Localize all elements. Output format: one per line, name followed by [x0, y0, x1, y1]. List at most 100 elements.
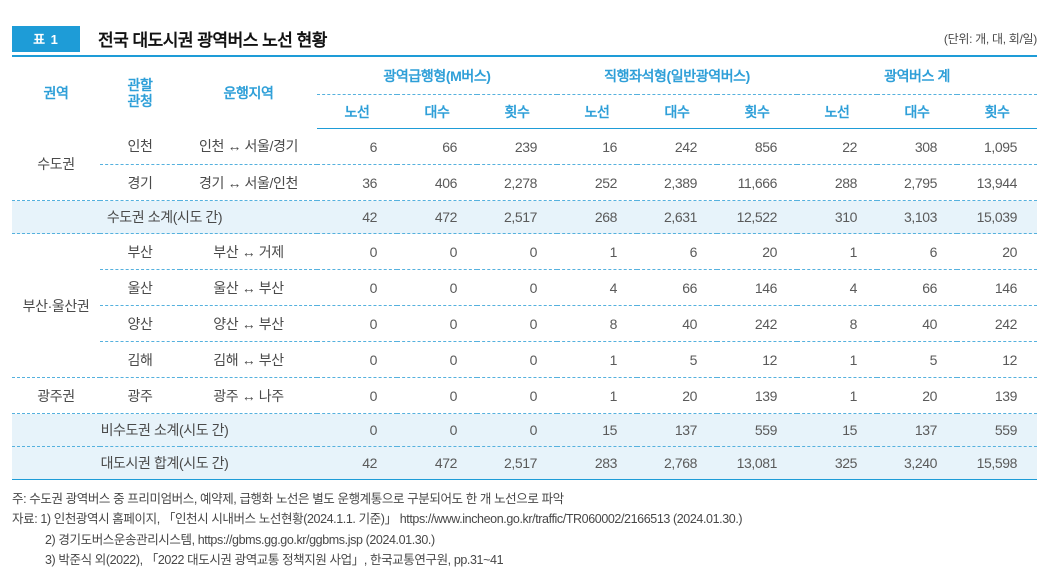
subcol-vehicles: 대수	[877, 94, 958, 129]
value-cell: 559	[957, 413, 1038, 447]
value-cell: 310	[797, 200, 878, 234]
value-cell: 239	[514, 138, 538, 155]
subtotal-label: 수도권 소계(시도 간)	[12, 200, 317, 234]
value-cell: 242	[717, 305, 798, 342]
value-cell: 472	[397, 446, 477, 480]
table-row-nonsudogwon-subtotal: 비수도권 소계(시도 간) 0 0 0 15 137 559 15 137 55…	[12, 413, 1038, 447]
region-cell: 수도권	[37, 156, 75, 173]
value-cell: 20	[877, 377, 958, 414]
value-cell: 268	[557, 200, 637, 234]
value-cell: 325	[797, 446, 878, 480]
value-cell: 66	[877, 269, 958, 306]
value-cell: 12,522	[717, 200, 798, 234]
value-cell: 13,944	[957, 164, 1038, 201]
value-cell: 8	[797, 305, 878, 342]
source-line-1: 자료: 1) 인천광역시 홈페이지, 「인천시 시내버스 노선현황(2024.1…	[12, 512, 743, 527]
source-line-2: 2) 경기도버스운송관리시스템, https://gbms.gg.go.kr/g…	[45, 532, 435, 547]
subtotal-label: 비수도권 소계(시도 간)	[12, 413, 317, 447]
note-caveat: 주: 수도권 광역버스 중 프리미엄버스, 예약제, 급행화 노선은 별도 운행…	[12, 492, 564, 506]
authority-cell: 울산	[100, 269, 180, 306]
col-group-total: 광역버스 계	[797, 57, 1038, 95]
value-cell: 856	[754, 138, 778, 155]
value-cell: 11,666	[717, 164, 798, 201]
table-row-gwangju: 광주권 광주 광주 ↔ 나주 0 0 0 1 20 139 1 20 139	[12, 377, 1038, 414]
value-cell: 5	[637, 341, 717, 378]
col-header-region: 권역	[43, 84, 69, 101]
value-cell: 0	[317, 377, 397, 414]
value-cell: 137	[877, 413, 958, 447]
value-cell: 2,631	[637, 200, 717, 234]
value-cell: 2,795	[877, 164, 958, 201]
subcol-trips: 횟수	[717, 94, 798, 129]
subcol-vehicles: 대수	[637, 94, 717, 129]
value-cell: 66	[637, 269, 717, 306]
value-cell: 0	[397, 341, 477, 378]
value-cell: 40	[877, 305, 958, 342]
value-cell: 146	[717, 269, 798, 306]
table-row-busan: 부산·울산권 부산 부산 ↔ 거제 0 0 0 1 6 20 1 6 20	[12, 233, 1038, 378]
area-cell: 울산 ↔ 부산	[180, 269, 317, 306]
value-cell: 0	[317, 233, 397, 270]
value-cell: 2,768	[637, 446, 717, 480]
authority-cell: 양산	[100, 305, 180, 342]
value-cell: 406	[397, 164, 477, 201]
authority-cell: 광주	[100, 377, 180, 414]
value-cell: 1	[797, 233, 878, 270]
bus-route-table: 권역 관할 관청 운행지역 광역급행형(M버스) 직행좌석형(일반광역버스) 광…	[12, 57, 1038, 480]
value-cell: 6	[369, 138, 378, 155]
authority-cell: 부산	[100, 233, 180, 270]
subcol-vehicles: 대수	[397, 94, 477, 129]
footnotes: 주: 수도권 광역버스 중 프리미엄버스, 예약제, 급행화 노선은 별도 운행…	[12, 489, 1037, 570]
area-cell: 양산 ↔ 부산	[180, 305, 317, 342]
authority-cell: 경기	[100, 164, 180, 201]
value-cell: 0	[477, 341, 557, 378]
value-cell: 1,095	[984, 138, 1018, 155]
value-cell: 139	[717, 377, 798, 414]
subcol-routes: 노선	[557, 94, 637, 129]
area-cell: 경기 ↔ 서울/인천	[180, 164, 317, 201]
value-cell: 252	[557, 164, 637, 201]
table-row-yangsan: 양산 양산 ↔ 부산 0 0 0 8 40 242 8 40 242	[12, 305, 1038, 342]
title-divider	[12, 55, 1037, 57]
value-cell: 8	[557, 305, 637, 342]
page-title: 전국 대도시권 광역버스 노선 현황	[98, 31, 327, 50]
value-cell: 4	[797, 269, 878, 306]
col-header-area: 운행지역	[223, 84, 274, 101]
area-cell: 김해 ↔ 부산	[180, 341, 317, 378]
value-cell: 0	[317, 305, 397, 342]
value-cell: 0	[317, 269, 397, 306]
source-line-3: 3) 박준식 외(2022), 「2022 대도시권 광역교통 정책지원 사업」…	[45, 552, 504, 567]
value-cell: 2,278	[477, 164, 557, 201]
value-cell: 1	[557, 341, 637, 378]
value-cell: 0	[397, 269, 477, 306]
value-cell: 12	[957, 341, 1038, 378]
col-group-express-seat: 직행좌석형(일반광역버스)	[557, 57, 798, 95]
region-cell: 광주권	[12, 377, 100, 414]
value-cell: 2,517	[477, 200, 557, 234]
value-cell: 5	[877, 341, 958, 378]
subcol-trips: 횟수	[477, 94, 557, 129]
col-header-authority: 관할 관청	[127, 76, 153, 109]
value-cell: 0	[397, 413, 477, 447]
value-cell: 283	[557, 446, 637, 480]
value-cell: 0	[397, 305, 477, 342]
table-row-ulsan: 울산 울산 ↔ 부산 0 0 0 4 66 146 4 66 146	[12, 269, 1038, 306]
table-header: 권역 관할 관청 운행지역 광역급행형(M버스) 직행좌석형(일반광역버스) 광…	[12, 57, 1038, 129]
value-cell: 1	[557, 233, 637, 270]
value-cell: 1	[557, 377, 637, 414]
value-cell: 20	[957, 233, 1038, 270]
value-cell: 15	[797, 413, 878, 447]
value-cell: 0	[397, 233, 477, 270]
value-cell: 1	[797, 377, 878, 414]
value-cell: 36	[317, 164, 397, 201]
value-cell: 4	[557, 269, 637, 306]
value-cell: 22	[842, 138, 858, 155]
value-cell: 0	[477, 377, 557, 414]
value-cell: 0	[317, 341, 397, 378]
area-cell: 인천 ↔ 서울/경기	[199, 138, 298, 155]
value-cell: 242	[957, 305, 1038, 342]
value-cell: 15,598	[957, 446, 1038, 480]
value-cell: 2,517	[477, 446, 557, 480]
value-cell: 559	[717, 413, 798, 447]
